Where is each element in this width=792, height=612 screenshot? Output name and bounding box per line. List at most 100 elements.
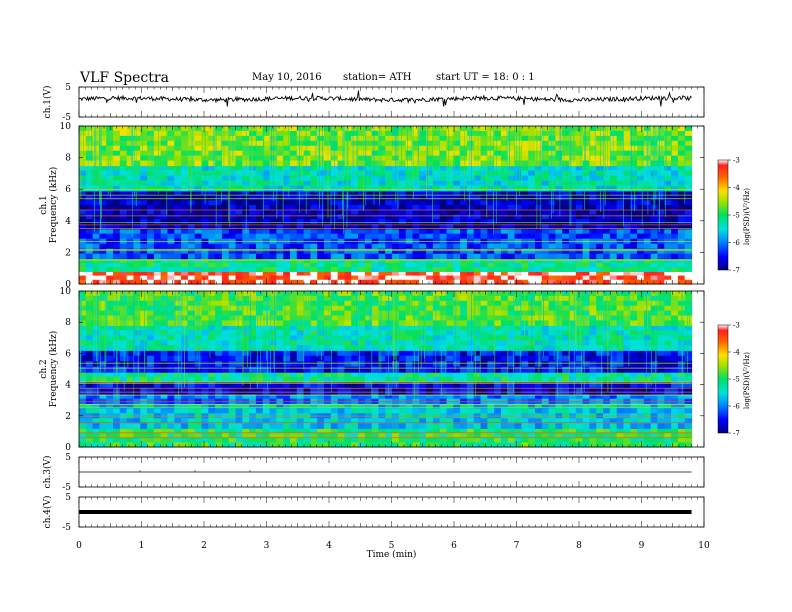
spectrogram-cell — [289, 150, 298, 157]
spectrogram-cell — [514, 350, 522, 357]
spectrogram-cell — [153, 195, 162, 201]
spectrogram-cell — [555, 195, 563, 201]
spectrogram-cell — [432, 361, 441, 368]
spectrogram-cell — [167, 160, 175, 167]
spectrogram-cell — [249, 376, 257, 383]
spectrogram-cell — [623, 140, 631, 147]
spectrogram-cell — [480, 350, 488, 357]
spectrogram-cell — [153, 190, 162, 197]
spectrogram-cell — [548, 150, 556, 157]
spectrogram-cell — [174, 145, 182, 152]
spectrogram-cell — [235, 387, 243, 395]
spectrogram-cell — [630, 219, 638, 225]
spectrogram-cell — [119, 253, 128, 260]
spectrogram-cell — [119, 248, 128, 255]
spectrogram-cell — [439, 223, 448, 230]
spectrogram-cell — [276, 279, 284, 285]
spectrogram-cell — [208, 423, 216, 429]
spectrogram-cell — [174, 366, 182, 373]
spectrogram-cell — [201, 398, 209, 404]
spectrogram-cell — [126, 267, 135, 272]
spectrogram-cell — [548, 205, 556, 211]
spectrogram-cell — [153, 361, 162, 368]
spectrogram-cell — [541, 262, 550, 268]
spectrogram-cell — [521, 190, 529, 197]
spectrogram-cell — [242, 355, 250, 362]
spectrogram-cell — [405, 223, 414, 230]
spectrogram-cell — [684, 398, 693, 404]
spectrogram-cell — [657, 418, 665, 424]
spectrogram-cell — [664, 253, 672, 260]
spectrogram-cell — [194, 350, 203, 357]
spectrogram-cell — [487, 437, 495, 443]
spectrogram-cell — [562, 387, 570, 395]
spectrogram-cell — [466, 423, 475, 429]
spectrogram-cell — [507, 437, 516, 443]
spectrogram-cell — [201, 408, 209, 414]
spectrogram-cell — [153, 275, 162, 281]
spectrogram-cell — [181, 258, 189, 264]
spectrogram-cell — [562, 126, 570, 132]
spectrogram-cell — [623, 205, 631, 211]
spectrogram-cell — [480, 155, 488, 162]
spectrogram-cell — [548, 248, 556, 255]
spectrogram-cell — [133, 140, 141, 147]
spectrogram-cell — [85, 135, 94, 142]
spectrogram-cell — [106, 150, 114, 157]
spectrogram-cell — [378, 150, 386, 157]
spectrogram-cell — [684, 387, 693, 395]
spectrogram-cell — [92, 279, 101, 285]
spectrogram-cell — [378, 376, 386, 383]
spectrogram-cell — [582, 228, 591, 235]
spectrogram-cell — [596, 195, 604, 201]
spectrogram-cell — [534, 423, 543, 429]
spectrogram-cell — [119, 381, 128, 389]
spectrogram-cell — [473, 393, 482, 400]
spectrogram-cell — [426, 145, 434, 152]
spectrogram-cell — [582, 145, 591, 152]
spectrogram-cell — [657, 423, 665, 429]
spectrogram-cell — [473, 275, 482, 281]
spectrogram-cell — [637, 228, 645, 235]
spectrogram-cell — [494, 130, 502, 137]
spectrogram-cell — [324, 381, 332, 389]
spectrogram-cell — [269, 355, 277, 362]
spectrogram-cell — [351, 408, 359, 414]
spectrogram-cell — [521, 209, 529, 216]
spectrogram-cell — [596, 243, 604, 250]
spectrogram-cell — [398, 275, 407, 281]
spectrogram-cell — [432, 275, 441, 281]
spectrogram-cell — [167, 376, 175, 383]
spectrogram-cell — [541, 165, 550, 172]
spectrogram-cell — [466, 233, 475, 240]
spectrogram-cell — [283, 442, 291, 448]
spectrogram-cell — [453, 150, 461, 157]
spectrogram-cell — [269, 408, 277, 414]
spectrogram-cell — [677, 233, 686, 240]
spectrogram-cell — [317, 126, 325, 132]
spectrogram-cell — [330, 387, 339, 395]
spectrogram-cell — [106, 165, 114, 172]
spectrogram-cell — [419, 205, 427, 211]
spectrogram-cell — [221, 325, 230, 331]
spectrogram-cell — [637, 432, 645, 439]
spectrogram-cell — [650, 267, 659, 272]
spectrogram-cell — [541, 423, 550, 429]
spectrogram-cell — [596, 175, 604, 182]
spectrogram-cell — [412, 418, 420, 424]
spectrogram-cell — [317, 350, 325, 357]
spectrogram-cell — [650, 325, 659, 331]
spectrogram-cell — [364, 253, 373, 260]
spectrogram-cell — [664, 432, 672, 439]
spectrogram-cell — [303, 126, 311, 132]
spectrogram-cell — [684, 267, 693, 272]
spectrogram-cell — [289, 325, 298, 331]
spectrogram-cell — [426, 205, 434, 211]
spectrogram-cell — [514, 243, 522, 250]
spectrogram-cell — [269, 350, 277, 357]
spectrogram-cell — [460, 200, 468, 206]
spectrogram-cell — [616, 428, 625, 434]
spectrogram-cell — [507, 130, 516, 137]
spectrogram-cell — [371, 361, 380, 368]
spectrogram-cell — [160, 442, 169, 448]
